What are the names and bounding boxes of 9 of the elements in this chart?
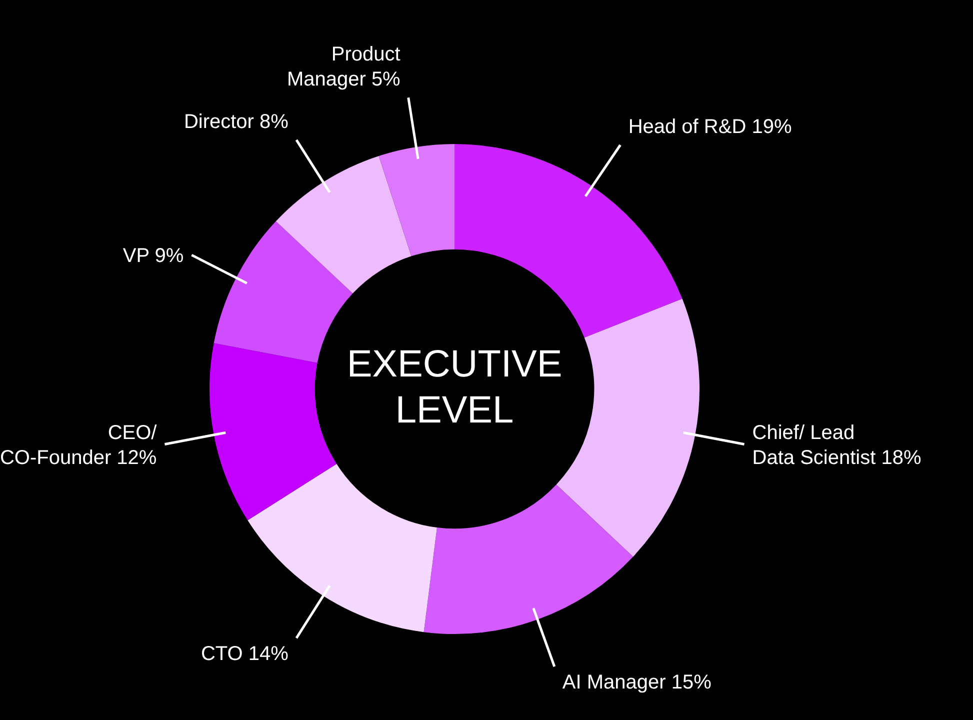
- slice-label: Director 8%: [184, 110, 289, 133]
- text: EXECUTIVE LEVEL: [346, 343, 562, 432]
- slice-label: Head of R&D 19%: [628, 116, 792, 138]
- slice-label: CEO/ CO-Founder 12%: [0, 422, 158, 469]
- slice-label: VP 9%: [122, 245, 184, 268]
- slice-label: AI Manager 15%: [562, 672, 712, 694]
- slice-label: Product Manager 5%: [286, 44, 401, 91]
- slice-label: Chief/ Lead Data Scientist 18%: [752, 422, 922, 469]
- slice-label: CTO 14%: [200, 643, 289, 666]
